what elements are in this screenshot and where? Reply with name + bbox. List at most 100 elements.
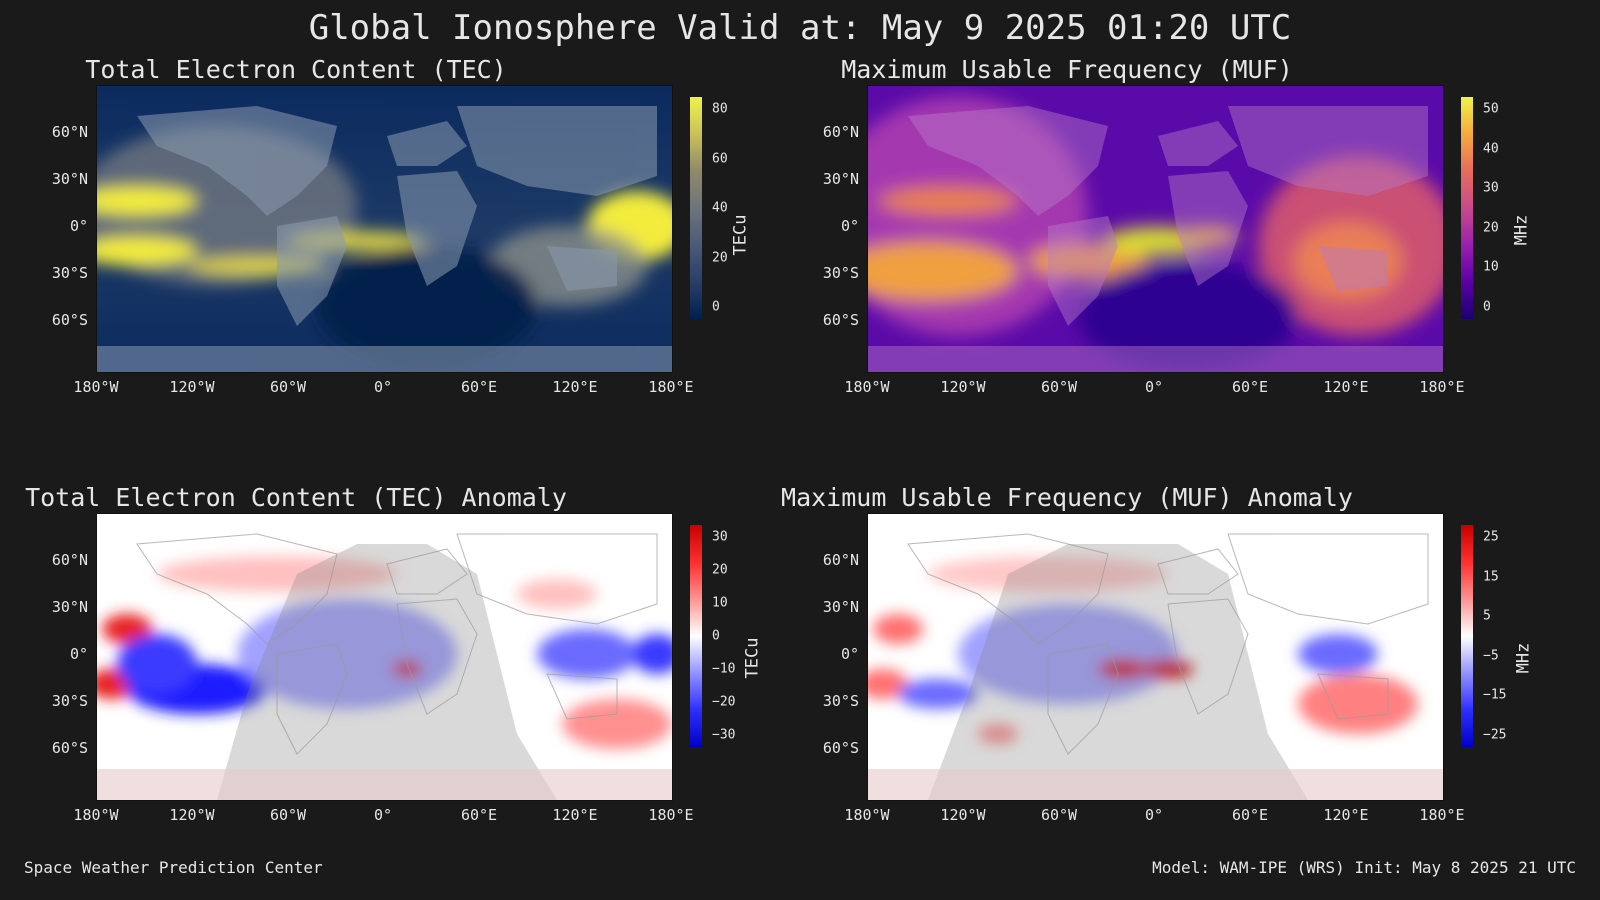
panel-title: Maximum Usable Frequency (MUF) [841,55,1293,84]
lon-label-180e: 180°E [1419,378,1465,396]
muf-anomaly-map [867,513,1444,801]
lon-label-180e: 180°E [648,806,694,824]
lon-label-180w: 180°W [844,806,890,824]
lat-label-30s: 30°S [51,264,88,282]
lat-label-60s: 60°S [822,311,859,329]
colorbar-tick: 5 [1483,608,1491,624]
lon-label-0: 0° [373,378,393,396]
tec-map-graphic [97,86,672,372]
muf-map-graphic [868,86,1443,372]
lon-label-60e: 60°E [460,806,498,824]
colorbar-tick: −15 [1483,687,1507,703]
lat-label-60s: 60°S [51,739,88,757]
tec-anomaly-map-graphic [97,514,672,800]
lat-label-0: 0° [69,645,88,663]
colorbar-label: TECu [730,214,751,256]
lon-label-120w: 120°W [940,806,986,824]
colorbar-tick: −10 [712,661,736,677]
muf-anomaly-colorbar [1461,525,1473,747]
tec-anomaly-map [96,513,673,801]
colorbar-tick: 30 [1483,180,1499,196]
lon-label-60w: 60°W [1040,806,1078,824]
lat-label-30n: 30°N [822,598,859,616]
lon-label-120e: 120°E [552,806,598,824]
lat-label-30n: 30°N [51,170,88,188]
colorbar-tick: −25 [1483,727,1507,743]
continents [136,533,658,755]
lon-label-120w: 120°W [169,378,215,396]
lon-label-120e: 120°E [552,378,598,396]
continents [97,106,672,372]
lat-label-0: 0° [69,217,88,235]
colorbar-tick: 0 [1483,299,1491,315]
panel-title: Maximum Usable Frequency (MUF) Anomaly [781,483,1353,512]
lat-label-60s: 60°S [51,311,88,329]
lon-label-60e: 60°E [1231,806,1269,824]
tec-anomaly-colorbar [690,525,702,747]
lat-label-30s: 30°S [822,692,859,710]
colorbar-tick: 50 [1483,101,1499,117]
lon-label-120e: 120°E [1323,806,1369,824]
main-title: Global Ionosphere Valid at: May 9 2025 0… [308,8,1292,48]
colorbar-label: MHz [1513,642,1534,674]
lon-label-60w: 60°W [1040,378,1078,396]
colorbar-tick: −30 [712,727,736,743]
colorbar-tick: 15 [1483,569,1499,585]
footer-left: Space Weather Prediction Center [24,858,323,877]
lat-label-30n: 30°N [51,598,88,616]
colorbar-tick: −5 [1483,648,1499,664]
colorbar-label: TECu [742,637,763,679]
lat-label-30s: 30°S [822,264,859,282]
muf-map [867,85,1444,373]
lat-label-60n: 60°N [51,123,88,141]
lat-label-60n: 60°N [822,123,859,141]
colorbar-tick: 20 [712,250,728,265]
lat-label-60n: 60°N [822,551,859,569]
lon-label-60w: 60°W [269,806,307,824]
tec-anomaly-panel: Total Electron Content (TEC) Anomaly [0,483,763,883]
colorbar-tick: 40 [1483,141,1499,157]
lon-label-120w: 120°W [940,378,986,396]
footer-right: Model: WAM-IPE (WRS) Init: May 8 2025 21… [1152,858,1576,877]
lon-label-120w: 120°W [169,806,215,824]
lat-label-0: 0° [840,645,859,663]
lon-label-0: 0° [1144,806,1164,824]
lon-label-180e: 180°E [648,378,694,396]
night-shading [928,544,1308,800]
lon-label-60w: 60°W [269,378,307,396]
lat-label-30n: 30°N [822,170,859,188]
continents [868,106,1443,372]
night-shading [217,544,557,800]
panel-title: Total Electron Content (TEC) Anomaly [25,483,567,512]
muf-colorbar [1461,97,1473,319]
colorbar-tick: 20 [712,562,728,578]
lat-label-60n: 60°N [51,551,88,569]
lon-label-120e: 120°E [1323,378,1369,396]
colorbar-label: MHz [1511,214,1532,246]
colorbar-tick: 30 [712,529,728,545]
lat-label-0: 0° [840,217,859,235]
lon-label-0: 0° [1144,378,1164,396]
colorbar-tick: 10 [712,595,728,611]
lon-label-180w: 180°W [844,378,890,396]
continents [907,533,1429,755]
lat-label-30s: 30°S [51,692,88,710]
muf-anomaly-map-graphic [868,514,1443,800]
colorbar-tick: −20 [712,694,736,710]
lon-label-60e: 60°E [460,378,498,396]
lon-label-180e: 180°E [1419,806,1465,824]
colorbar-tick: 40 [712,200,728,216]
muf-anomaly-panel: Maximum Usable Frequency (MUF) Anomaly [771,483,1534,883]
colorbar-tick: 0 [712,628,720,644]
tec-map [96,85,673,373]
tec-colorbar [690,97,702,319]
colorbar-tick: 10 [1483,259,1499,275]
lon-label-0: 0° [373,806,393,824]
lat-label-60s: 60°S [822,739,859,757]
panel-title: Total Electron Content (TEC) [85,55,507,84]
colorbar-tick: 0 [712,299,720,315]
colorbar-tick: 20 [1483,220,1499,236]
muf-panel: Maximum Usable Frequency (MUF) [771,55,1531,455]
colorbar-tick: 25 [1483,529,1499,545]
colorbar-tick: 80 [712,101,728,117]
